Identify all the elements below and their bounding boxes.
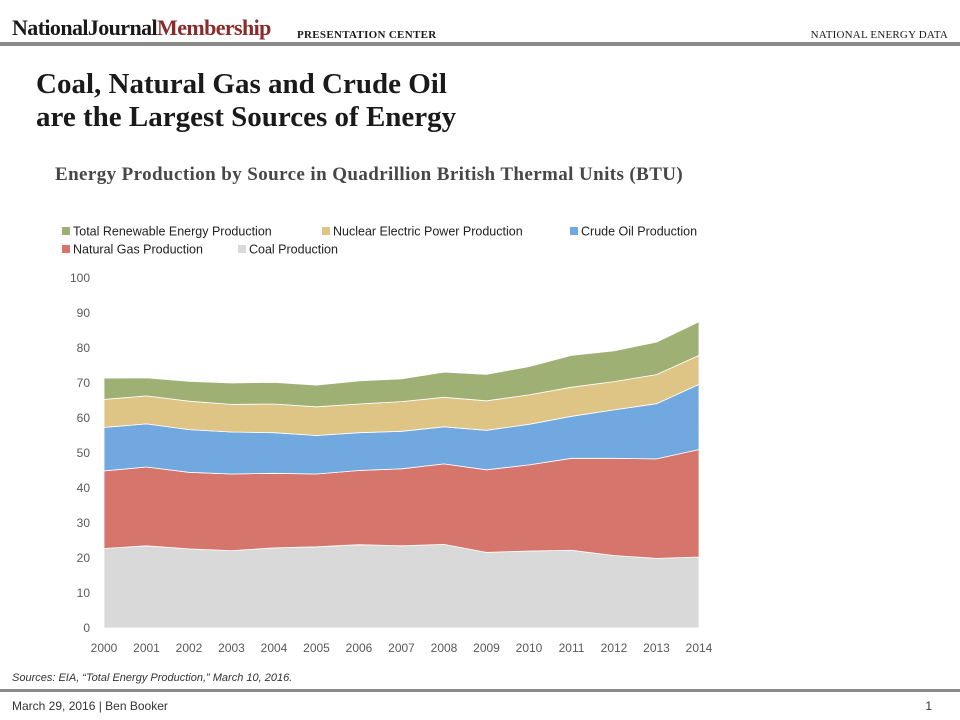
- legend-swatch: [62, 227, 70, 235]
- y-tick-label: 100: [70, 271, 90, 285]
- brand-logo: NationalJournalMembership: [12, 15, 271, 41]
- brand-subtitle: PRESENTATION CENTER: [297, 29, 437, 41]
- header-divider: [0, 42, 960, 46]
- x-tick-label: 2010: [516, 641, 543, 655]
- legend-label: Nuclear Electric Power Production: [333, 225, 523, 239]
- y-tick-label: 80: [77, 341, 91, 355]
- area-coal-production: [103, 543, 700, 629]
- legend-swatch: [238, 245, 246, 253]
- legend-entry: Crude Oil Production: [570, 225, 697, 239]
- brand-main: NationalJournal: [12, 15, 158, 40]
- slide-title-line-2: are the Largest Sources of Energy: [36, 101, 457, 133]
- y-tick-label: 70: [77, 376, 91, 390]
- legend-label: Total Renewable Energy Production: [73, 225, 272, 239]
- x-tick-label: 2011: [559, 641, 585, 655]
- y-tick-label: 30: [77, 516, 91, 530]
- legend-swatch: [62, 245, 70, 253]
- x-tick-label: 2012: [601, 641, 628, 655]
- x-tick-label: 2004: [261, 641, 288, 655]
- stacked-area-chart: Total Renewable Energy Production Nuclear…: [62, 225, 713, 655]
- x-tick-label: 2008: [431, 641, 458, 655]
- x-tick-label: 2009: [473, 641, 500, 655]
- sources-note: Sources: EIA, “Total Energy Production,”…: [12, 672, 293, 684]
- x-axis: 2000 2001 2002 2003 2004 2005 2006 2007 2008 2009…: [91, 641, 713, 655]
- y-tick-label: 90: [77, 306, 91, 320]
- x-tick-label: 2002: [176, 641, 203, 655]
- x-tick-label: 2005: [303, 641, 330, 655]
- y-tick-label: 0: [83, 621, 90, 635]
- legend-entry: Coal Production: [238, 243, 338, 257]
- slide-title: Coal, Natural Gas and Crude Oil are the …: [36, 68, 736, 134]
- y-tick-label: 40: [77, 481, 91, 495]
- section-label: NATIONAL ENERGY DATA: [810, 29, 948, 41]
- x-tick-label: 2013: [643, 641, 670, 655]
- y-tick-label: 10: [77, 586, 91, 600]
- area-total-renewable-energy-production: [103, 321, 700, 408]
- chart-areas: [103, 321, 700, 629]
- legend-swatch: [570, 227, 578, 235]
- legend-entry: Total Renewable Energy Production: [62, 225, 272, 239]
- x-tick-label: 2000: [91, 641, 118, 655]
- x-tick-label: 2003: [218, 641, 245, 655]
- y-tick-label: 50: [77, 446, 91, 460]
- footer-date-author: March 29, 2016 | Ben Booker: [12, 699, 168, 713]
- x-tick-label: 2014: [686, 641, 713, 655]
- legend-label: Crude Oil Production: [581, 225, 697, 239]
- y-tick-label: 60: [77, 411, 91, 425]
- chart-title: Energy Production by Source in Quadrilli…: [55, 164, 684, 185]
- x-tick-label: 2006: [346, 641, 373, 655]
- legend-label: Natural Gas Production: [73, 243, 203, 257]
- legend-swatch: [322, 227, 330, 235]
- x-tick-label: 2007: [388, 641, 415, 655]
- y-tick-label: 20: [77, 551, 91, 565]
- footer-divider: [0, 689, 960, 692]
- legend-entry: Natural Gas Production: [62, 243, 203, 257]
- slide-title-line-1: Coal, Natural Gas and Crude Oil: [36, 68, 447, 100]
- legend-entry: Nuclear Electric Power Production: [322, 225, 523, 239]
- page-number: 1: [925, 699, 932, 713]
- brand-accent: Membership: [157, 15, 271, 40]
- y-axis: 0 10 20 30 40 50 60 70 80 90 100: [70, 271, 90, 635]
- x-tick-label: 2001: [133, 641, 160, 655]
- chart-legend: Total Renewable Energy Production Nuclear…: [62, 225, 697, 257]
- legend-label: Coal Production: [249, 243, 338, 257]
